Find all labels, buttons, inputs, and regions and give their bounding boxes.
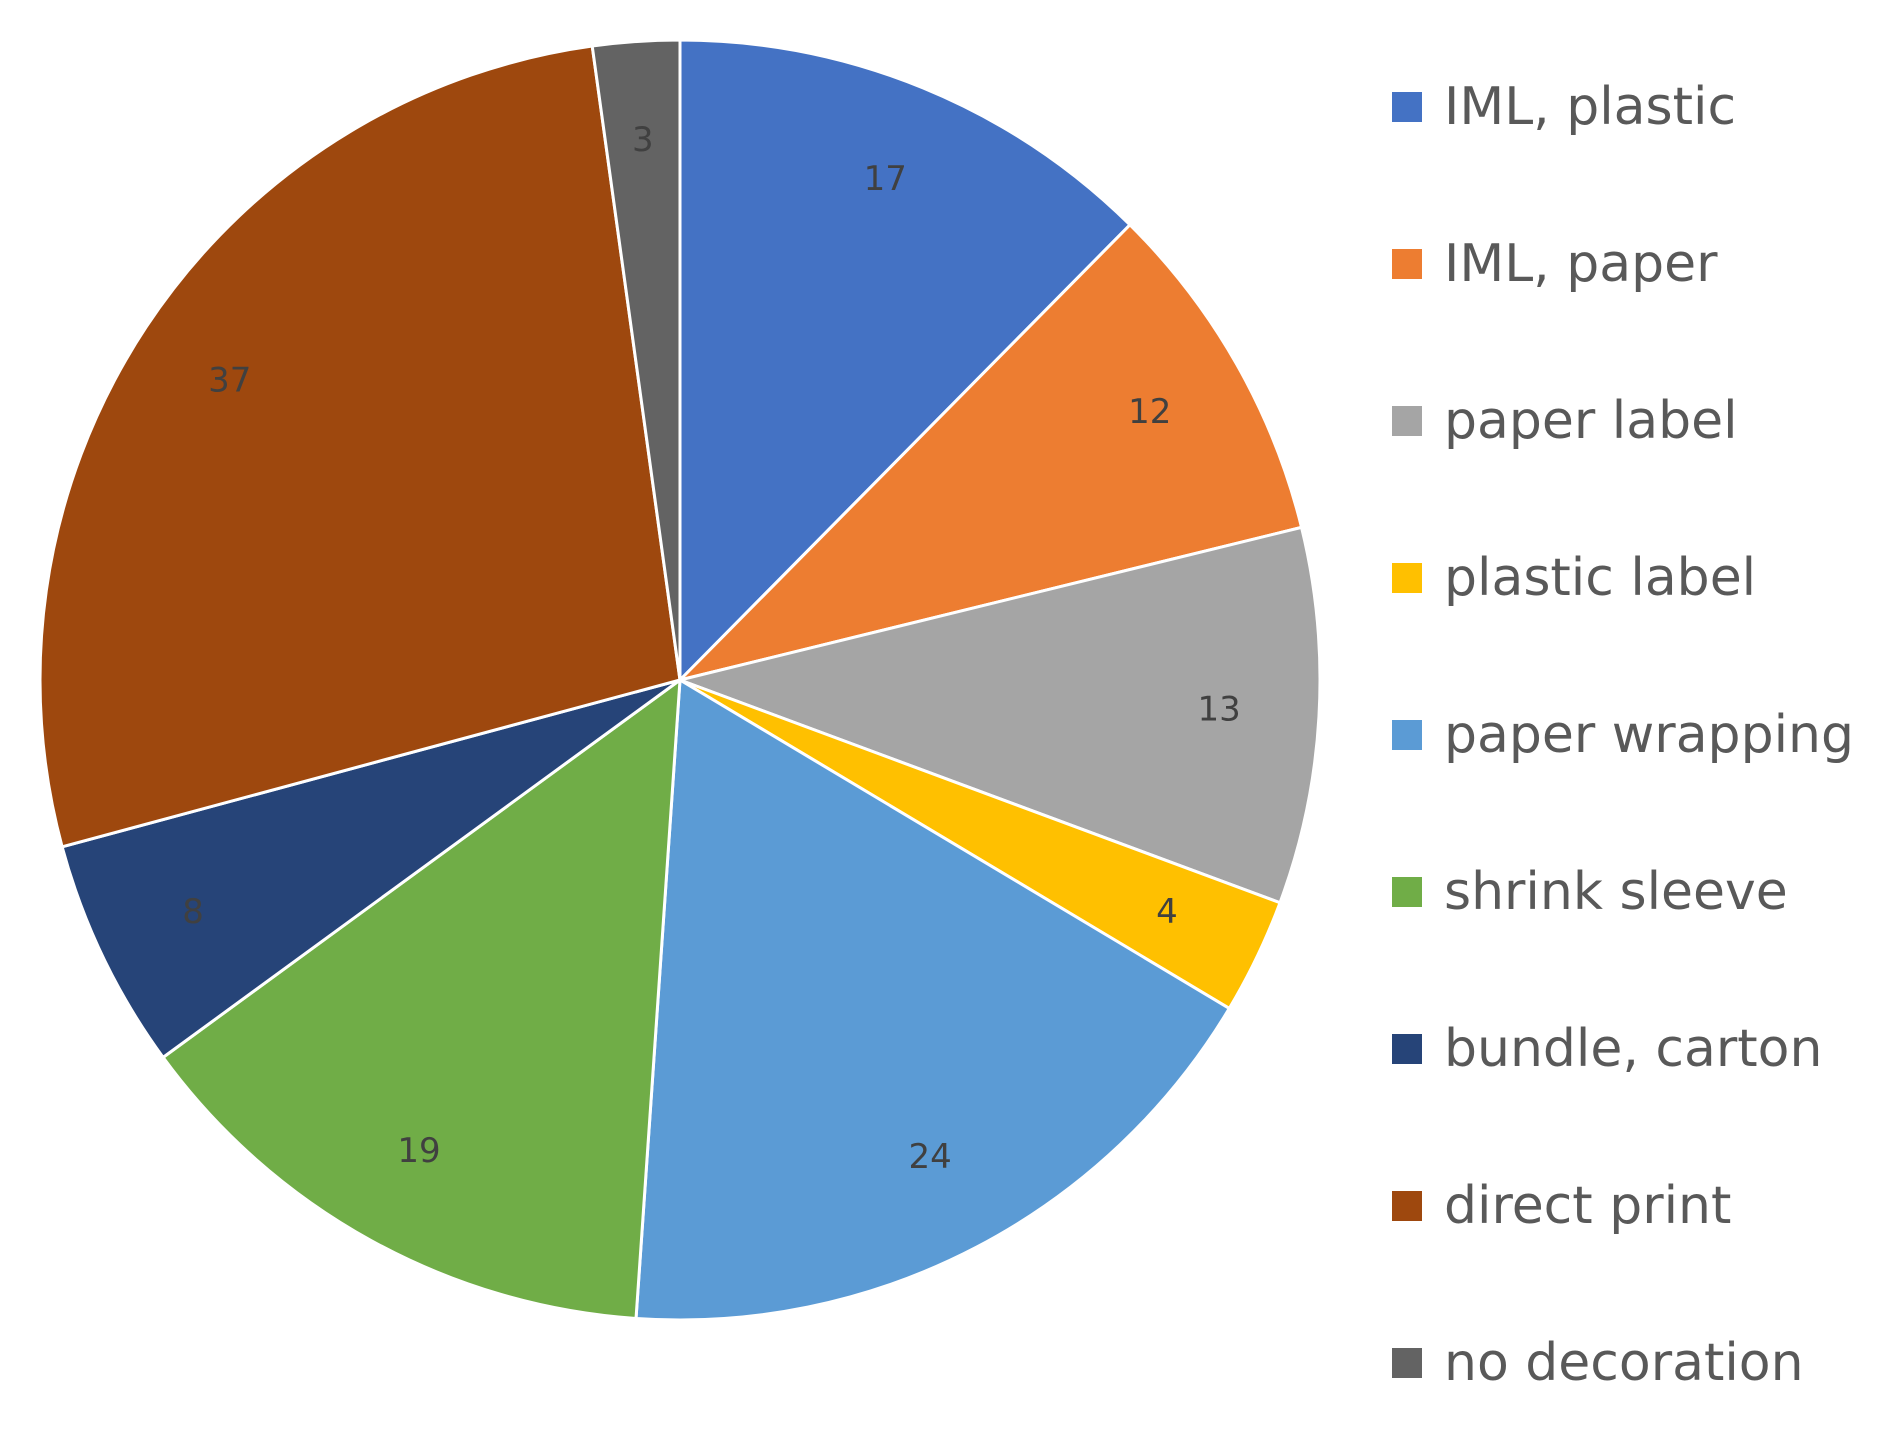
pie-slice-shrink-sleeve	[161, 678, 682, 1320]
pie-slices	[38, 38, 1322, 1322]
legend-item-direct-print: direct print	[1392, 1127, 1872, 1284]
data-label-shrink-sleeve: 19	[397, 1131, 440, 1171]
data-label-paper-wrapping: 24	[908, 1137, 951, 1177]
data-label-no-decoration: 3	[632, 120, 654, 160]
legend-item-iml-plastic: IML, plastic	[1392, 28, 1872, 185]
legend-label: IML, paper	[1444, 233, 1718, 294]
pie-slice-iml-plastic	[678, 38, 1132, 682]
legend-label: plastic label	[1444, 547, 1757, 608]
pie-chart: 17 12 13 4 24 19 8 37 3 IML, plastic IML, paper pa…	[38, 38, 1854, 1389]
legend-swatch	[1392, 1347, 1422, 1378]
pie-slice-iml-paper	[678, 223, 1304, 682]
pie-data-labels: 17 12 13 4 24 19 8 37 3	[182, 120, 1240, 1177]
legend-swatch	[1392, 876, 1422, 907]
legend-item-shrink-sleeve: shrink sleeve	[1392, 813, 1872, 970]
legend-label: no decoration	[1444, 1332, 1804, 1393]
chart-legend: IML, plastic IML, paper paper label plastic…	[1392, 28, 1872, 1441]
legend-swatch	[1392, 248, 1422, 279]
legend-swatch	[1392, 1190, 1422, 1221]
pie-slice-direct-print	[38, 44, 682, 849]
legend-item-plastic-label: plastic label	[1392, 499, 1872, 656]
legend-item-bundle-carton: bundle, carton	[1392, 970, 1872, 1127]
legend-label: paper label	[1444, 390, 1738, 451]
legend-label: shrink sleeve	[1444, 861, 1788, 922]
data-label-iml-paper: 12	[1128, 392, 1171, 432]
data-label-paper-label: 13	[1197, 689, 1240, 729]
pie-plot-area: 17 12 13 4 24 19 8 37 3	[38, 38, 1322, 1322]
legend-label: bundle, carton	[1444, 1018, 1823, 1079]
legend-swatch	[1392, 719, 1422, 750]
legend-item-paper-label: paper label	[1392, 342, 1872, 499]
legend-swatch	[1392, 405, 1422, 436]
pie-slice-paper-wrapping	[634, 678, 1231, 1322]
data-label-iml-plastic: 17	[864, 159, 907, 199]
legend-label: paper wrapping	[1444, 704, 1854, 765]
legend-swatch	[1392, 562, 1422, 593]
legend-item-no-decoration: no decoration	[1392, 1284, 1872, 1441]
legend-item-iml-paper: IML, paper	[1392, 185, 1872, 342]
legend-item-paper-wrapping: paper wrapping	[1392, 656, 1872, 813]
data-label-direct-print: 37	[208, 360, 251, 400]
legend-label: direct print	[1444, 1175, 1732, 1236]
pie-slice-no-decoration	[590, 38, 682, 682]
data-label-plastic-label: 4	[1156, 892, 1178, 932]
pie-slice-bundle-carton	[60, 678, 682, 1059]
pie-slice-paper-label	[678, 525, 1322, 905]
legend-swatch	[1392, 1033, 1422, 1064]
legend-swatch	[1392, 91, 1422, 122]
legend-label: IML, plastic	[1444, 76, 1737, 137]
data-label-bundle-carton: 8	[182, 892, 204, 932]
